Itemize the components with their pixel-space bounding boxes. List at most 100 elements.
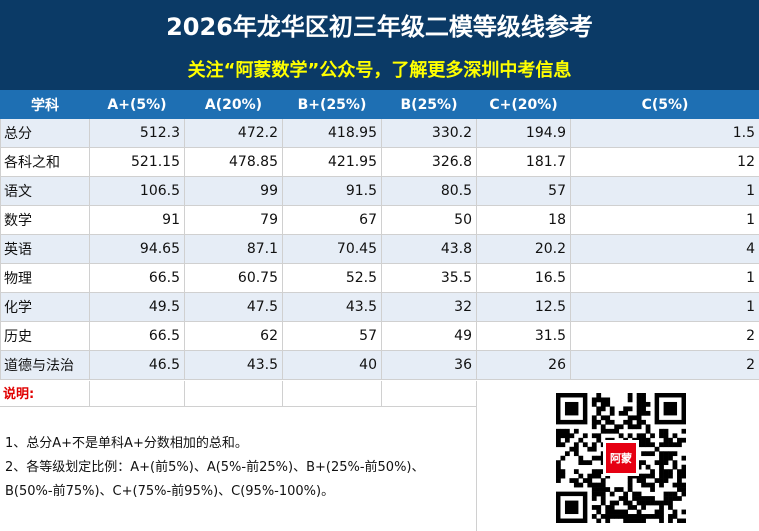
value-cell: 79: [184, 205, 283, 235]
value-cell: 35.5: [381, 263, 477, 293]
value-cell: 1: [570, 263, 759, 293]
value-cell: 1: [570, 205, 759, 235]
qr-code: 阿蒙: [556, 393, 686, 523]
value-cell: 47.5: [184, 292, 283, 322]
grade-line-table: 学科 A+(5%) A(20%) B+(25%) B(25%) C+(20%) …: [0, 90, 759, 380]
value-cell: 512.3: [89, 118, 185, 148]
value-cell: 330.2: [381, 118, 477, 148]
value-cell: 32: [381, 292, 477, 322]
notes-divider: [0, 406, 476, 407]
value-cell: 521.15: [89, 147, 185, 177]
column-header: 学科: [0, 90, 90, 119]
notes-divider: [282, 381, 283, 407]
value-cell: 60.75: [184, 263, 283, 293]
value-cell: 106.5: [89, 176, 185, 206]
subject-cell: 各科之和: [0, 147, 90, 177]
subject-cell: 英语: [0, 234, 90, 264]
value-cell: 52.5: [282, 263, 382, 293]
page-subtitle: 关注“阿蒙数学”公众号，了解更多深圳中考信息: [187, 60, 572, 81]
qr-badge-logo: 阿蒙: [603, 440, 639, 476]
table-row: 道德与法治 46.5 43.5 40 36 26 2: [0, 350, 759, 380]
table-row: 数学 91 79 67 50 18 1: [0, 205, 759, 235]
value-cell: 66.5: [89, 321, 185, 351]
note-line-2: 2、各等级划定比例：A+(前5%)、A(5%-前25%)、B+(25%-前50%…: [5, 460, 425, 475]
subject-cell: 物理: [0, 263, 90, 293]
value-cell: 181.7: [476, 147, 571, 177]
title-band: 2026年龙华区初三年级二模等级线参考: [0, 0, 759, 48]
notes-divider: [381, 381, 382, 407]
column-header: C(5%): [570, 90, 759, 119]
value-cell: 99: [184, 176, 283, 206]
value-cell: 46.5: [89, 350, 185, 380]
subtitle-band: 关注“阿蒙数学”公众号，了解更多深圳中考信息: [0, 48, 759, 90]
qr-code-image: [556, 393, 686, 523]
value-cell: 12: [570, 147, 759, 177]
value-cell: 20.2: [476, 234, 571, 264]
value-cell: 80.5: [381, 176, 477, 206]
note-line-1: 1、总分A+不是单科A+分数相加的总和。: [5, 436, 248, 451]
column-header: B+(25%): [282, 90, 382, 119]
value-cell: 57: [282, 321, 382, 351]
page-title: 2026年龙华区初三年级二模等级线参考: [166, 12, 593, 41]
value-cell: 91.5: [282, 176, 382, 206]
value-cell: 18: [476, 205, 571, 235]
table-row: 各科之和 521.15 478.85 421.95 326.8 181.7 12: [0, 147, 759, 177]
column-header: A+(5%): [89, 90, 185, 119]
table-row: 总分 512.3 472.2 418.95 330.2 194.9 1.5: [0, 118, 759, 148]
value-cell: 62: [184, 321, 283, 351]
value-cell: 94.65: [89, 234, 185, 264]
subject-cell: 数学: [0, 205, 90, 235]
value-cell: 49.5: [89, 292, 185, 322]
notes-divider: [476, 381, 477, 531]
value-cell: 43.5: [184, 350, 283, 380]
notes-divider: [89, 381, 90, 407]
value-cell: 70.45: [282, 234, 382, 264]
value-cell: 67: [282, 205, 382, 235]
value-cell: 478.85: [184, 147, 283, 177]
column-header: C+(20%): [476, 90, 571, 119]
table-row: 历史 66.5 62 57 49 31.5 2: [0, 321, 759, 351]
value-cell: 43.5: [282, 292, 382, 322]
value-cell: 31.5: [476, 321, 571, 351]
value-cell: 36: [381, 350, 477, 380]
value-cell: 2: [570, 321, 759, 351]
column-header: B(25%): [381, 90, 477, 119]
subject-cell: 道德与法治: [0, 350, 90, 380]
value-cell: 26: [476, 350, 571, 380]
value-cell: 4: [570, 234, 759, 264]
value-cell: 57: [476, 176, 571, 206]
note-line-3: B(50%-前75%)、C+(75%-前95%)、C(95%-100%)。: [5, 484, 335, 499]
table-row: 物理 66.5 60.75 52.5 35.5 16.5 1: [0, 263, 759, 293]
value-cell: 1: [570, 176, 759, 206]
table-row: 语文 106.5 99 91.5 80.5 57 1: [0, 176, 759, 206]
value-cell: 1: [570, 292, 759, 322]
value-cell: 2: [570, 350, 759, 380]
subject-cell: 总分: [0, 118, 90, 148]
column-header: A(20%): [184, 90, 283, 119]
value-cell: 12.5: [476, 292, 571, 322]
value-cell: 418.95: [282, 118, 382, 148]
value-cell: 50: [381, 205, 477, 235]
value-cell: 43.8: [381, 234, 477, 264]
value-cell: 421.95: [282, 147, 382, 177]
subject-cell: 历史: [0, 321, 90, 351]
value-cell: 472.2: [184, 118, 283, 148]
value-cell: 16.5: [476, 263, 571, 293]
value-cell: 87.1: [184, 234, 283, 264]
value-cell: 91: [89, 205, 185, 235]
table-row: 化学 49.5 47.5 43.5 32 12.5 1: [0, 292, 759, 322]
notes-divider: [184, 381, 185, 407]
notes-label: 说明:: [3, 387, 35, 402]
value-cell: 326.8: [381, 147, 477, 177]
subject-cell: 语文: [0, 176, 90, 206]
value-cell: 194.9: [476, 118, 571, 148]
table-row: 英语 94.65 87.1 70.45 43.8 20.2 4: [0, 234, 759, 264]
subject-cell: 化学: [0, 292, 90, 322]
value-cell: 66.5: [89, 263, 185, 293]
table-body: 总分 512.3 472.2 418.95 330.2 194.9 1.5 各科之和 521.1…: [0, 118, 759, 380]
table-header-row: 学科 A+(5%) A(20%) B+(25%) B(25%) C+(20%) …: [0, 90, 759, 119]
value-cell: 49: [381, 321, 477, 351]
value-cell: 1.5: [570, 118, 759, 148]
value-cell: 40: [282, 350, 382, 380]
